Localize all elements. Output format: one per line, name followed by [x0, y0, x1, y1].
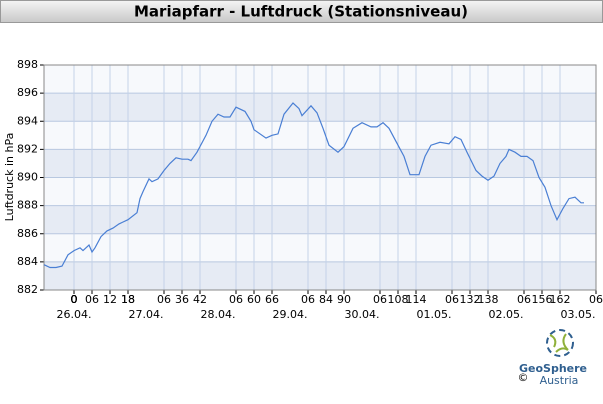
y-tick-label: 892: [17, 142, 38, 155]
x-tick-label: 18: [121, 293, 135, 306]
band: [44, 205, 596, 234]
x-tick-label: 0: [71, 293, 78, 306]
band: [44, 177, 596, 206]
band: [44, 233, 596, 262]
x-tick-label: 0: [71, 293, 78, 306]
date-label: 28.04.: [201, 308, 236, 321]
x-tick-label: 60: [247, 293, 261, 306]
copyright: ©: [518, 371, 529, 384]
x-tick-label: 0: [71, 293, 78, 306]
x-tick-label: 12: [103, 293, 117, 306]
x-tick-label: 0: [71, 293, 78, 306]
logo-name: GeoSphere: [519, 362, 587, 375]
date-label: 03.05.: [561, 308, 596, 321]
date-label: 26.04.: [57, 308, 92, 321]
x-tick-label: 0: [71, 293, 78, 306]
y-tick-label: 888: [17, 199, 38, 212]
y-tick-label: 890: [17, 171, 38, 184]
x-tick-label: 162: [550, 293, 571, 306]
x-tick-label: 06: [85, 293, 99, 306]
x-tick-label: 66: [265, 293, 279, 306]
x-tick-label: 06: [517, 293, 531, 306]
x-tick-label: 06: [301, 293, 315, 306]
x-tick-label: 84: [319, 293, 333, 306]
x-tick-label: 138: [478, 293, 499, 306]
x-tick-label: 132: [460, 293, 481, 306]
x-tick-label: 156: [532, 293, 553, 306]
x-tick-label: 0: [71, 293, 78, 306]
x-tick-label: 18: [121, 293, 135, 306]
date-label: 01.05.: [417, 308, 452, 321]
y-tick-label: 886: [17, 227, 38, 240]
date-label: 27.04.: [129, 308, 164, 321]
date-label: 30.04.: [345, 308, 380, 321]
x-tick-label: 108: [388, 293, 409, 306]
x-tick-label: 0: [71, 293, 78, 306]
logo-sub: Austria: [540, 374, 579, 387]
x-tick-label: 06: [229, 293, 243, 306]
y-tick-label: 882: [17, 283, 38, 296]
data-line: [43, 102, 584, 269]
x-tick-label: 06: [373, 293, 387, 306]
band: [44, 261, 596, 290]
y-tick-label: 896: [17, 86, 38, 99]
x-tick-label: 0: [71, 293, 78, 306]
y-tick-label: 898: [17, 58, 38, 71]
date-label: 02.05.: [489, 308, 524, 321]
band: [44, 93, 596, 122]
band: [44, 149, 596, 178]
x-tick-label: 36: [175, 293, 189, 306]
date-label: 29.04.: [273, 308, 308, 321]
x-tick-label: 06: [157, 293, 171, 306]
chart-title: Mariapfarr - Luftdruck (Stationsniveau): [134, 3, 468, 21]
x-tick-label: 42: [193, 293, 207, 306]
y-tick-label: 884: [17, 255, 38, 268]
plot-frame: [43, 64, 597, 291]
y-axis-label: Luftdruck in hPa: [3, 133, 16, 222]
x-tick-label: 90: [337, 293, 351, 306]
x-tick-label: 06: [589, 293, 603, 306]
x-tick-label: 114: [406, 293, 427, 306]
y-tick-label: 894: [17, 114, 38, 127]
x-tick-label: 06: [445, 293, 459, 306]
band: [44, 121, 596, 150]
logo: [546, 329, 574, 357]
band: [44, 65, 596, 94]
